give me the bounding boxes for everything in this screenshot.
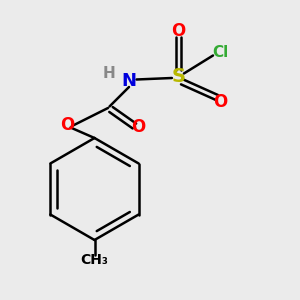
- Text: H: H: [103, 66, 116, 81]
- Text: O: O: [60, 116, 75, 134]
- Text: S: S: [172, 67, 185, 86]
- Text: O: O: [171, 22, 186, 40]
- Text: Cl: Cl: [212, 45, 229, 60]
- Text: CH₃: CH₃: [81, 253, 108, 266]
- Text: O: O: [131, 118, 145, 136]
- Text: N: N: [122, 72, 136, 90]
- Text: O: O: [213, 93, 228, 111]
